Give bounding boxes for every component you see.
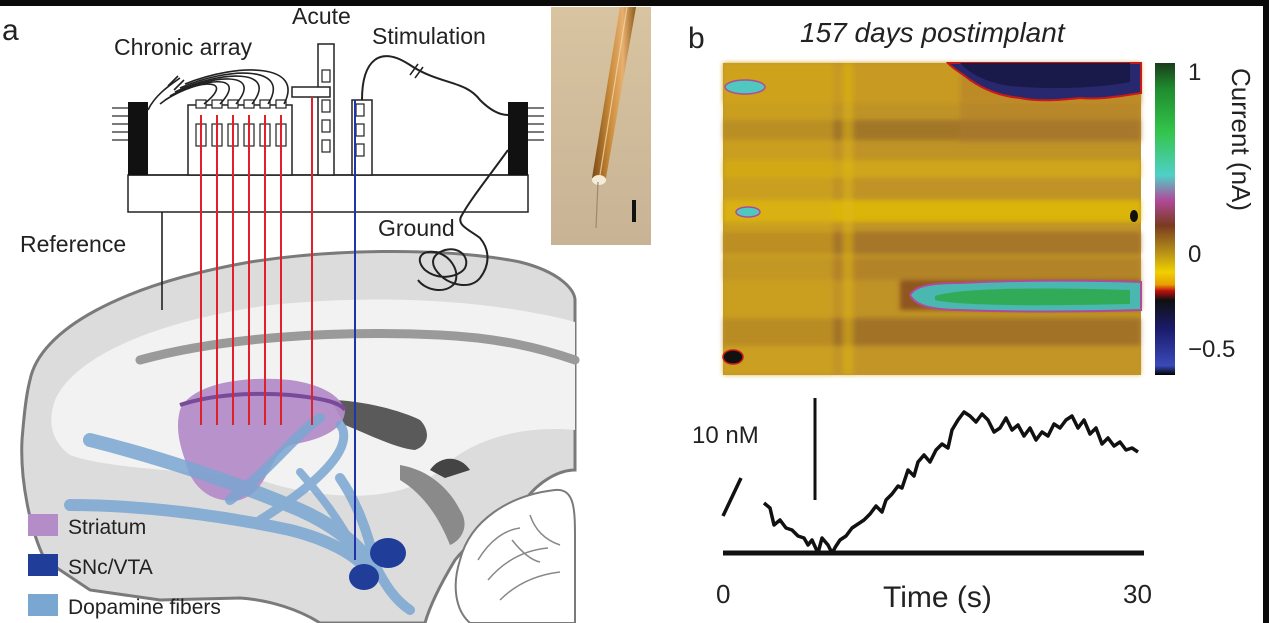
cerebellum-folia (477, 514, 561, 601)
chronic-array-block (187, 104, 293, 176)
trace-scale-label: 10 nM (692, 422, 759, 449)
legend: Striatum SNc/VTA Dopamine fibers (28, 514, 221, 619)
label-chronic-array: Chronic array (114, 34, 253, 60)
colorbar-tick-max: 1 (1188, 59, 1201, 86)
colorbar (1155, 63, 1175, 375)
trace-segment-early (721, 477, 743, 517)
spot-mid-left (735, 206, 761, 218)
headstage-base (127, 174, 529, 213)
panel-a-letter: a (2, 14, 19, 47)
array-socket-top (195, 99, 207, 109)
ground-wire (417, 149, 509, 291)
connector-pins (112, 107, 544, 141)
array-socket-top (227, 99, 239, 109)
stimulation-cable (361, 55, 509, 116)
colorbar-tick-zero: 0 (1188, 241, 1201, 268)
concentration-trace: 10 nM 0 Time (s) 30 (692, 398, 1152, 614)
top-border (0, 0, 1269, 6)
spot-top-left (724, 79, 766, 95)
colorbar-tick-min: −0.5 (1188, 336, 1235, 363)
legend-label-sncvta: SNc/VTA (68, 556, 153, 579)
legend-label-striatum: Striatum (68, 516, 146, 539)
oxidation-core (935, 288, 1130, 306)
negative-core (960, 63, 1130, 89)
legend-swatch-sncvta (28, 554, 58, 576)
array-socket-top (243, 99, 255, 109)
array-electrodes (200, 97, 313, 425)
striatum-region (177, 378, 345, 501)
panel-b-title: 157 days postimplant (800, 17, 1066, 48)
stimulation-cable-break (409, 63, 424, 79)
legend-swatch-striatum (28, 514, 58, 536)
label-ground: Ground (378, 215, 455, 241)
colorbar-label: Current (nA) (1226, 68, 1256, 211)
array-socket-top (275, 99, 287, 109)
trace-line (762, 410, 1139, 555)
trace-x-end: 30 (1123, 579, 1152, 609)
right-border (1263, 0, 1269, 623)
spot-bottom-left (722, 349, 744, 365)
legend-item-striatum: Striatum (28, 514, 146, 539)
sncvta-region (370, 538, 406, 568)
headstage (127, 43, 529, 213)
midbrain (400, 465, 465, 545)
guide-slots (321, 69, 365, 157)
striatum-edge (179, 391, 347, 412)
dopamine-fibers (64, 413, 415, 615)
spot-right (1130, 210, 1138, 222)
array-cables (147, 69, 289, 111)
sncvta-region-2 (349, 564, 379, 590)
label-reference: Reference (20, 231, 126, 257)
label-stimulation: Stimulation (372, 23, 486, 49)
acute-clamp (291, 86, 331, 98)
cerebellum (454, 488, 576, 623)
panel-b-letter: b (688, 22, 705, 55)
legend-item-sncvta: SNc/VTA (28, 554, 153, 579)
legend-item-dopamine: Dopamine fibers (28, 594, 221, 619)
right-connector (508, 102, 528, 175)
array-socket-top (211, 99, 223, 109)
color-plot (722, 62, 1142, 375)
trace-xlabel: Time (s) (883, 581, 992, 614)
left-connector (128, 102, 148, 175)
probe-tip (592, 175, 606, 185)
probe-shaft (592, 7, 636, 178)
legend-swatch-dopamine (28, 594, 58, 616)
trace-x-start: 0 (716, 579, 730, 609)
label-acute: Acute (292, 3, 351, 29)
array-socket-top (259, 99, 271, 109)
corpus-callosum (135, 329, 580, 365)
legend-label-dopamine: Dopamine fibers (68, 596, 221, 619)
thalamus-mark (430, 458, 470, 478)
probe-photo-inset (551, 6, 651, 245)
probe-fiber (595, 181, 599, 229)
scale-bar (632, 200, 636, 222)
